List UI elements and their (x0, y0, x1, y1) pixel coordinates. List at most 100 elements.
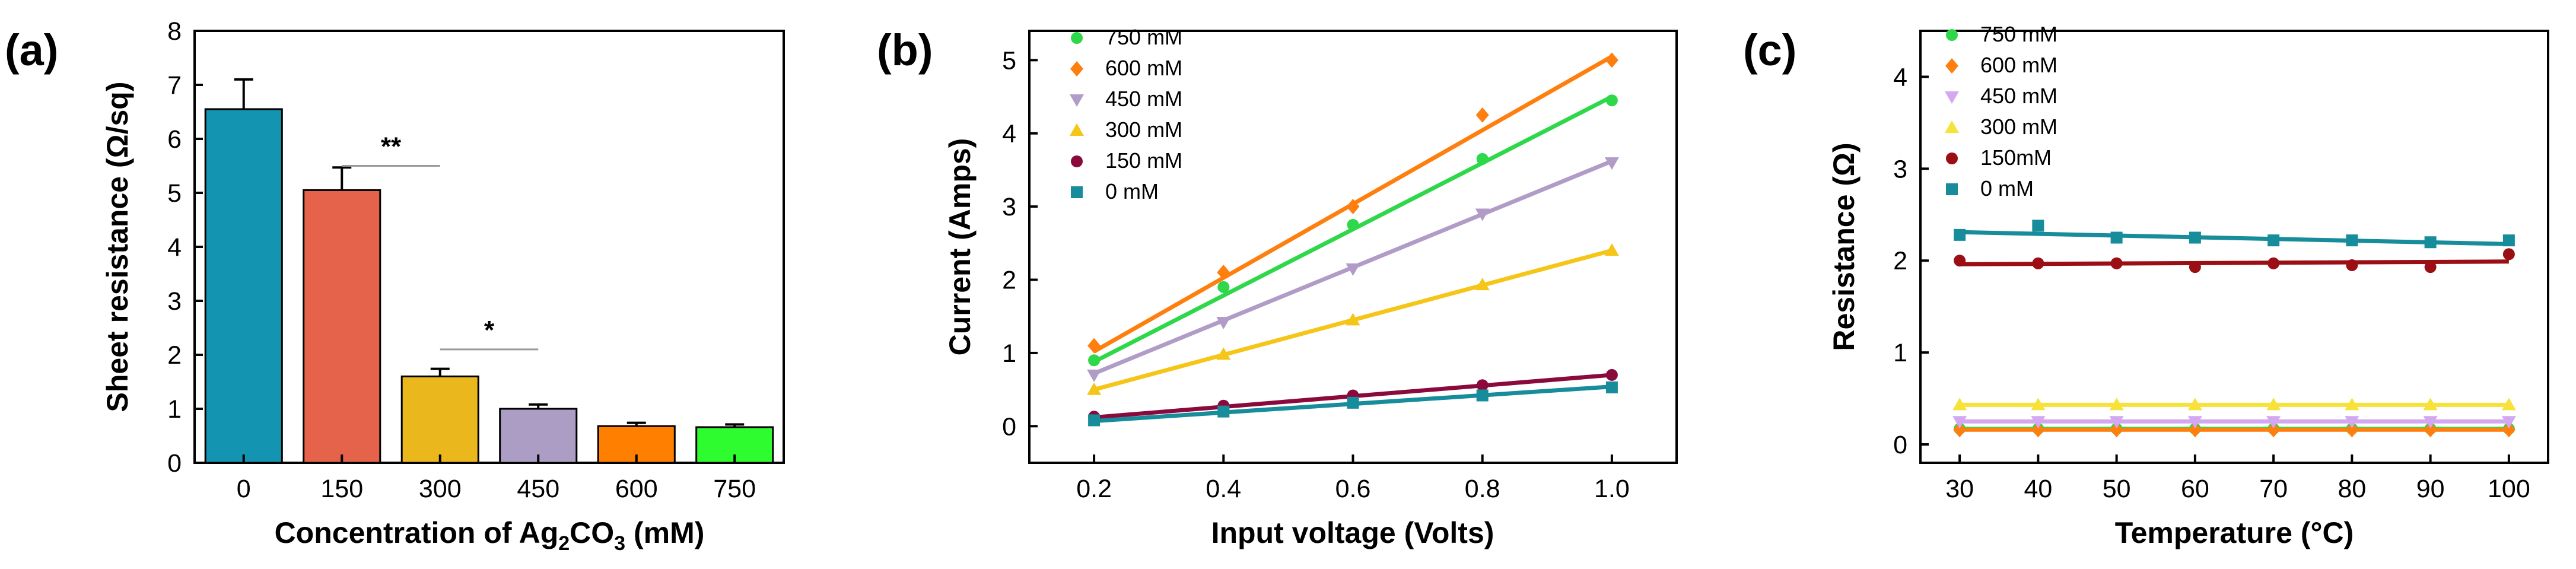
legend-marker (1945, 91, 1959, 104)
data-point (1476, 379, 1489, 392)
data-point (1604, 157, 1619, 170)
x-tick-label: 50 (2103, 475, 2131, 503)
legend-label: 750 mM (1105, 25, 1182, 49)
panel-c: (c) Resistance (Ω) Temperature (°C) 0 1 2 3… (1743, 22, 2549, 549)
x-tick-label: 60 (2181, 475, 2209, 503)
data-point (2502, 234, 2515, 247)
panel-c-x-axis-label: Temperature (°C) (2115, 516, 2354, 549)
data-point (1088, 414, 1101, 427)
data-point (1088, 354, 1101, 367)
y-tick-label: 5 (167, 179, 182, 208)
bar (303, 189, 381, 464)
data-point (2501, 398, 2516, 411)
legend-marker (1945, 120, 1959, 133)
data-point (2424, 236, 2437, 249)
data-point (1605, 381, 1618, 393)
y-tick-label: 6 (167, 125, 182, 154)
data-point (1605, 368, 1618, 381)
data-point (1346, 199, 1360, 215)
legend-marker (1071, 186, 1083, 198)
panel-b-plot: 0 1 2 3 4 5 0.2 0.4 0.6 0.8 1.0 750 mM 600 mM 450 mM 3… (1002, 25, 1630, 503)
data-point (2189, 261, 2201, 274)
legend-marker (1071, 155, 1083, 167)
data-point (1476, 389, 1489, 402)
data-point (1952, 398, 1967, 411)
fit-line (1960, 230, 2509, 246)
panel-a-axis-ticks: 0 1 2 3 4 5 6 7 8 0 150 300 450 600 750 (167, 17, 756, 503)
x-tick-label: 450 (517, 475, 559, 503)
data-point (1475, 107, 1489, 123)
y-tick-label: 0 (1893, 431, 1907, 459)
x-tick-label: 150 (320, 475, 363, 503)
panel-a-x-axis-label: Concentration of Ag2CO3 (mM) (275, 516, 705, 555)
legend-label: 150 mM (1105, 148, 1182, 173)
bar (400, 375, 479, 464)
legend-label: 300 mM (1105, 117, 1182, 142)
data-point (1604, 243, 1619, 256)
panel-a-bars: *** (204, 78, 774, 464)
data-point (2346, 259, 2358, 271)
x-tick-label: 90 (2416, 475, 2445, 503)
x-tick-label: 40 (2024, 475, 2052, 503)
legend-label: 750 mM (1980, 22, 2057, 46)
data-point (1216, 317, 1231, 330)
x-tick-label: 100 (2488, 475, 2530, 503)
x-tick-label: 70 (2259, 475, 2288, 503)
x-label-part-1: Concentration of Ag (275, 516, 559, 549)
data-point (2266, 416, 2281, 429)
x-label-sub-2: 3 (614, 532, 625, 555)
y-tick-label: 0 (167, 449, 182, 478)
significance-label: * (484, 316, 495, 345)
x-tick-label: 0.4 (1206, 475, 1241, 503)
panel-c-axes-frame (1919, 30, 2549, 464)
data-point (2266, 398, 2281, 411)
x-tick-label: 0.6 (1335, 475, 1371, 503)
x-tick-label: 0 (237, 475, 251, 503)
legend-marker (1946, 183, 1958, 195)
y-tick-label: 1 (167, 395, 182, 424)
data-point (1952, 416, 1967, 429)
legend-label: 0 mM (1980, 176, 2034, 201)
data-point (2188, 422, 2202, 438)
data-point (2110, 231, 2123, 244)
legend-label: 150mM (1980, 145, 2052, 170)
panel-a-y-axis-label: Sheet resistance (Ω/sq) (101, 82, 134, 412)
panel-a-label: (a) (5, 26, 58, 75)
legend-label: 450 mM (1105, 87, 1182, 111)
data-point (2031, 422, 2045, 438)
data-point (1217, 405, 1230, 418)
data-point (2109, 416, 2124, 429)
data-point (1346, 263, 1360, 276)
x-label-tail: (mM) (625, 516, 704, 549)
bar (204, 108, 283, 464)
fit-line (1960, 259, 2509, 266)
legend-marker (1071, 32, 1083, 44)
data-point (2267, 257, 2280, 269)
data-point (2423, 416, 2438, 429)
y-tick-label: 3 (1002, 193, 1016, 221)
x-tick-label: 80 (2338, 475, 2366, 503)
x-tick-label: 30 (1945, 475, 1974, 503)
y-tick-label: 2 (1893, 247, 1907, 275)
y-tick-label: 5 (1002, 46, 1016, 75)
data-point (2267, 234, 2280, 247)
panel-b: (b) Current (Amps) Input voltage (Volts)… (877, 25, 1678, 549)
panel-c-plot: 0 1 2 3 4 30 40 50 60 70 80 90 100 750 mM 600 mM 450 mM… (1893, 22, 2530, 503)
data-point (1087, 369, 1102, 382)
data-point (2502, 422, 2515, 438)
legend-marker (1946, 152, 1958, 164)
x-label-part-2: CO (570, 516, 614, 549)
y-tick-label: 4 (1893, 63, 1907, 91)
data-point (2423, 398, 2438, 411)
data-point (1954, 228, 1966, 241)
data-point (2032, 220, 2044, 232)
y-tick-label: 8 (167, 17, 182, 46)
data-point (1346, 313, 1360, 326)
data-point (1605, 94, 1618, 107)
data-point (2501, 416, 2516, 429)
x-tick-label: 600 (615, 475, 658, 503)
legend-label: 600 mM (1980, 53, 2057, 77)
data-point (2187, 416, 2202, 429)
data-point (2345, 422, 2359, 438)
